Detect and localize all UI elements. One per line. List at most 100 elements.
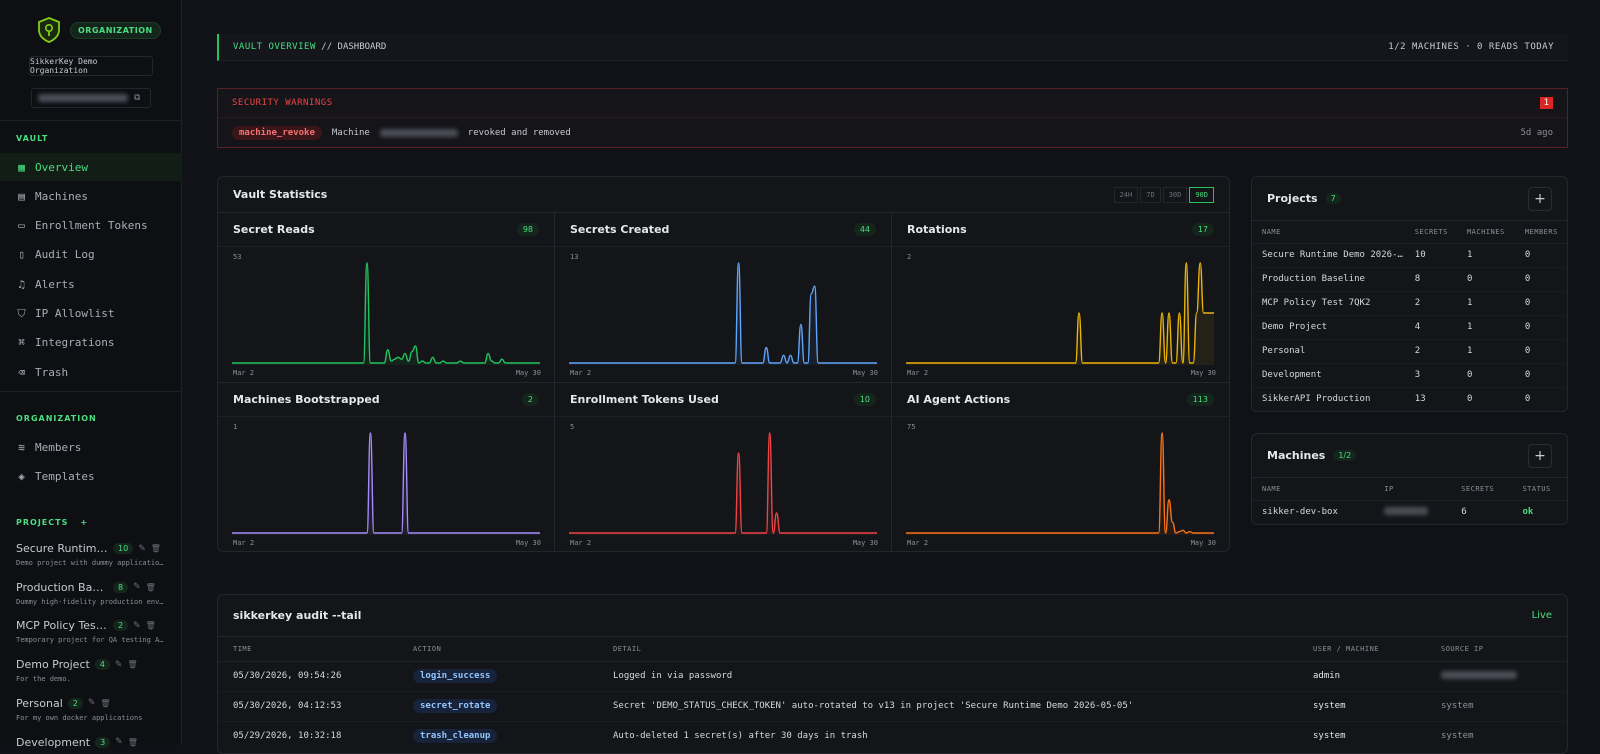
trash-icon[interactable]: 🗑 xyxy=(145,582,156,592)
breadcrumb: VAULT OVERVIEW // DASHBOARD xyxy=(233,42,386,52)
column-header: NAME xyxy=(1252,478,1375,501)
trash-icon[interactable]: 🗑 xyxy=(100,698,111,708)
add-machine-button[interactable]: + xyxy=(1528,443,1552,468)
table-row[interactable]: MCP Policy Test 7QK2 2 1 0 xyxy=(1252,291,1567,316)
sidebar-item-integrations[interactable]: ⌘ Integrations xyxy=(0,329,182,357)
x-start-label: Mar 2 xyxy=(233,539,255,547)
add-project-button[interactable]: + xyxy=(80,518,89,527)
table-row[interactable]: Demo Project 4 1 0 xyxy=(1252,315,1567,340)
table-cell: SikkerAPI Production xyxy=(1262,394,1371,405)
chart-total-badge: 113 xyxy=(1186,393,1214,406)
table-cell: 0 xyxy=(1514,315,1567,340)
trash-icon: ⌫ xyxy=(18,365,25,379)
chart-plot: 75 Mar 2 May 30 xyxy=(892,417,1229,551)
security-warnings-count: 1 xyxy=(1539,97,1553,109)
stat-chart-rotations: Rotations 17 2 Mar 2 May 30 xyxy=(892,213,1229,383)
redacted-machine-name xyxy=(379,129,458,137)
x-start-label: Mar 2 xyxy=(570,369,592,377)
audit-title: sikkerkey audit --tail xyxy=(233,609,362,622)
sidebar-item-label: Members xyxy=(35,440,82,454)
table-row[interactable]: SikkerAPI Production 13 0 0 xyxy=(1252,387,1567,411)
sidebar-project-item[interactable]: Development 3 ✎ 🗑 xyxy=(16,736,176,753)
sidebar-item-overview[interactable]: ▦ Overview xyxy=(0,153,182,181)
edit-icon[interactable]: ✎ xyxy=(138,543,146,554)
add-project-card-button[interactable]: + xyxy=(1528,186,1552,211)
edit-icon[interactable]: ✎ xyxy=(87,698,96,709)
server-icon: ▤ xyxy=(18,189,25,203)
warning-row[interactable]: machine_revoke Machine revoked and remov… xyxy=(218,118,1567,148)
trash-icon[interactable]: 🗑 xyxy=(127,660,138,670)
table-row[interactable]: 05/30/2026, 04:12:53 secret_rotate Secret … xyxy=(218,691,1567,722)
edit-icon[interactable]: ✎ xyxy=(114,659,123,670)
project-secret-count: 3 xyxy=(95,736,111,748)
project-secret-count: 2 xyxy=(67,697,83,709)
warning-time: 5d ago xyxy=(1520,128,1553,138)
series-line xyxy=(569,262,877,364)
audit-table: TIME ACTION DETAIL USER / MACHINE SOURCE IP … xyxy=(218,637,1567,751)
edit-icon[interactable]: ✎ xyxy=(133,620,141,631)
range-7d[interactable]: 7D xyxy=(1140,186,1161,203)
table-row[interactable]: Development 3 0 0 xyxy=(1252,363,1567,388)
table-cell: MCP Policy Test 7QK2 xyxy=(1252,291,1405,316)
sidebar-project-item[interactable]: Demo Project 4 ✎ 🗑 For the demo. xyxy=(16,658,176,683)
y-max-label: 1 xyxy=(233,423,238,431)
chart-plot: 2 Mar 2 May 30 xyxy=(892,247,1229,383)
sidebar-item-trash[interactable]: ⌫ Trash xyxy=(0,358,182,386)
audit-action-badge: login_success xyxy=(413,669,498,683)
projects-section-label: PROJECTS + xyxy=(16,518,88,527)
stat-chart-machines-bootstrapped: Machines Bootstrapped 2 1 Mar 2 May 30 xyxy=(218,383,555,551)
trash-icon[interactable]: 🗑 xyxy=(127,737,138,747)
chart-total-badge: 98 xyxy=(516,223,539,236)
edit-icon[interactable]: ✎ xyxy=(133,582,141,593)
breadcrumb-vault-overview[interactable]: VAULT OVERVIEW xyxy=(233,42,316,52)
table-row[interactable]: sikker-dev-box 6 ok xyxy=(1252,500,1567,524)
y-max-label: 53 xyxy=(233,253,242,261)
series-area xyxy=(906,263,1214,365)
table-row[interactable]: Production Baseline 8 0 0 xyxy=(1252,267,1567,292)
sidebar-item-ip-allowlist[interactable]: ⛉ IP Allowlist xyxy=(0,300,182,328)
range-24h[interactable]: 24H xyxy=(1113,186,1139,203)
table-row[interactable]: Secure Runtime Demo 2026-05-051010 xyxy=(1252,243,1567,268)
chart-svg xyxy=(232,262,540,365)
project-name: Production Baseline xyxy=(16,580,108,594)
chart-total-badge: 44 xyxy=(853,223,876,236)
sidebar-project-item[interactable]: Production Baseline 8 ✎ 🗑 Dummy high-fidelit… xyxy=(16,581,176,606)
chart-svg xyxy=(232,432,540,535)
range-30d[interactable]: 30D xyxy=(1162,186,1188,203)
sidebar-project-item[interactable]: Personal 2 ✎ 🗑 For my own docker application… xyxy=(16,697,176,722)
table-cell: 0 xyxy=(1456,267,1515,292)
trash-icon[interactable]: 🗑 xyxy=(150,544,161,553)
layers-icon: ◈ xyxy=(18,470,25,483)
sidebar-item-label: Trash xyxy=(35,365,69,379)
range-90d[interactable]: 90D xyxy=(1189,186,1214,203)
sidebar-item-enrollment-tokens[interactable]: ▭ Enrollment Tokens xyxy=(0,212,182,240)
sidebar-item-label: Enrollment Tokens xyxy=(35,219,148,233)
audit-time: 05/30/2026, 04:12:53 xyxy=(218,691,398,722)
column-header: MEMBERS xyxy=(1514,221,1567,244)
sidebar-project-item[interactable]: MCP Policy Test 7QK2 2 ✎ 🗑 Temporary project… xyxy=(16,619,176,644)
table-row[interactable]: 05/29/2026, 10:32:18 trash_cleanup Auto-de… xyxy=(218,721,1567,751)
chart-svg xyxy=(569,432,877,535)
x-end-label: May 30 xyxy=(1190,369,1216,377)
column-header: STATUS xyxy=(1512,478,1567,501)
edit-icon[interactable]: ✎ xyxy=(115,737,123,747)
y-max-label: 5 xyxy=(570,423,575,431)
org-name[interactable]: SikkerKey Demo Organization xyxy=(29,56,153,76)
table-cell: 1 xyxy=(1456,315,1515,340)
security-warnings-title: SECURITY WARNINGS xyxy=(232,98,333,108)
table-cell: Personal xyxy=(1252,339,1405,364)
series-area xyxy=(569,433,877,535)
sidebar-project-item[interactable]: Secure Runtime Demo 2026-05-05 10 ✎ 🗑 Demo p… xyxy=(16,542,176,567)
sidebar-item-audit-log[interactable]: ▯ Audit Log xyxy=(0,241,182,269)
sidebar-item-machines[interactable]: ▤ Machines xyxy=(0,182,182,210)
trash-icon[interactable]: 🗑 xyxy=(145,621,156,631)
copy-icon[interactable]: ⧉ xyxy=(134,93,141,103)
column-header: SECRETS xyxy=(1451,478,1513,501)
projects-card-title: Projects xyxy=(1267,192,1318,205)
table-row[interactable]: Personal 2 1 0 xyxy=(1252,339,1567,364)
table-row[interactable]: 05/30/2026, 09:54:26 login_success Logged … xyxy=(218,661,1567,692)
sidebar-item-members[interactable]: ≋ Members xyxy=(0,433,182,461)
sidebar-item-templates[interactable]: ◈ Templates xyxy=(0,463,182,491)
sidebar-item-alerts[interactable]: ♫ Alerts xyxy=(0,270,182,298)
y-max-label: 75 xyxy=(907,423,916,431)
